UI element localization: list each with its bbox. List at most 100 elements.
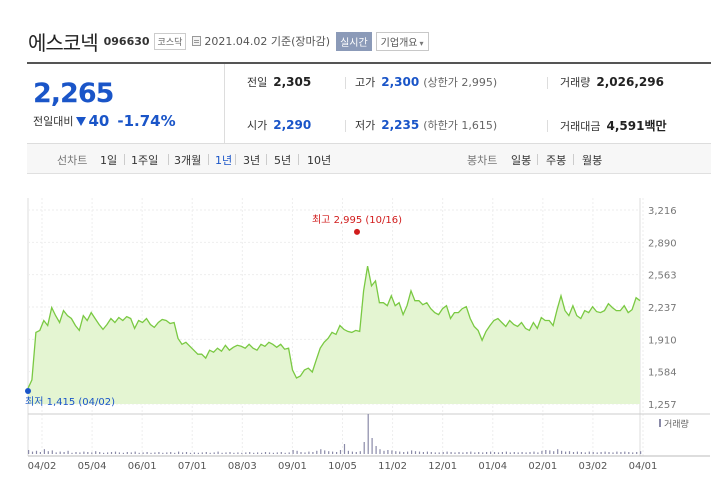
- tab-5y[interactable]: 5년: [274, 154, 292, 167]
- volume-bar: [107, 452, 109, 454]
- volume-bar: [142, 452, 144, 454]
- volume-bar: [422, 452, 424, 454]
- volume-bar: [213, 452, 215, 454]
- volume-bar: [304, 452, 306, 454]
- divider: [235, 154, 236, 165]
- volume-bar: [513, 452, 515, 454]
- down-arrow-icon: [76, 116, 87, 126]
- tab-1w[interactable]: 1주일: [131, 154, 159, 167]
- document-icon: [192, 36, 202, 46]
- volume-bar: [478, 452, 480, 454]
- volume-bar: [39, 452, 41, 454]
- prev-close: 전일 2,305: [247, 74, 311, 90]
- volume-bar: [146, 452, 148, 454]
- realtime-button[interactable]: 실시간: [336, 31, 372, 51]
- lower-limit: (하한가 1,615): [423, 119, 498, 132]
- volume-bar: [474, 452, 476, 454]
- volume-bar: [87, 452, 89, 454]
- volume-bar: [391, 450, 393, 454]
- high-label: 고가: [355, 76, 376, 89]
- volume-bar: [568, 451, 571, 454]
- volume-bar: [197, 452, 199, 454]
- price-change: 전일대비 40 -1.74%: [33, 112, 176, 130]
- company-info-dropdown[interactable]: 기업개요 ▾: [375, 31, 429, 51]
- tab-daily[interactable]: 일봉: [511, 154, 532, 167]
- volume-bar: [264, 452, 267, 454]
- volume-bar: [592, 452, 594, 454]
- tab-3m[interactable]: 3개월: [174, 154, 202, 167]
- volume-bar: [150, 452, 152, 454]
- amount-unit: 백만: [644, 119, 667, 133]
- volume-bar: [292, 450, 294, 454]
- volume-bar: [122, 452, 124, 454]
- tab-3y[interactable]: 3년: [243, 154, 261, 167]
- volume-bar: [493, 452, 496, 454]
- stock-header: 에스코넥 096630 코스닥 2021.04.02 기준(장마감) 실시간 기…: [28, 26, 429, 56]
- volume-bar: [426, 451, 428, 454]
- volume-bar: [442, 452, 444, 454]
- x-tick-label: 04/02: [28, 461, 57, 472]
- low-value: 2,235: [381, 118, 420, 132]
- volume-bar: [628, 452, 630, 454]
- low-label: 저가: [355, 119, 376, 132]
- divider: [547, 77, 548, 89]
- x-tick-label: 04/01: [629, 461, 658, 472]
- volume-bar: [549, 450, 551, 454]
- volume-bar: [328, 451, 330, 454]
- volume-bar: [178, 451, 180, 454]
- volume-bar: [438, 452, 440, 454]
- divider: [547, 120, 548, 132]
- tab-1y[interactable]: 1년: [215, 154, 233, 167]
- volume-bar: [245, 452, 247, 454]
- volume-bar: [28, 450, 30, 454]
- volume-bar: [257, 452, 259, 454]
- volume-legend-label: 거래량: [664, 418, 689, 430]
- volume-bar: [537, 452, 539, 454]
- volume-bar: [189, 452, 192, 454]
- volume-bar: [497, 452, 500, 454]
- y-tick-label: 1,584: [648, 368, 677, 379]
- volume-bar: [284, 452, 286, 454]
- volume-bar: [572, 452, 575, 454]
- y-tick-label: 2,237: [648, 303, 677, 314]
- volume-bar: [154, 452, 156, 454]
- volume-bar: [51, 450, 53, 454]
- volume-bar: [296, 450, 298, 454]
- volume-bar: [411, 450, 413, 454]
- volume-bar: [359, 451, 361, 454]
- y-tick-label: 1,257: [648, 400, 677, 411]
- max-point-marker: [354, 228, 360, 235]
- volume: 거래량 2,026,296: [560, 74, 664, 90]
- volume-bar: [584, 452, 586, 454]
- tab-weekly[interactable]: 주봉: [546, 154, 567, 167]
- price-area: [28, 266, 640, 404]
- line-chart-label: 선차트: [57, 154, 88, 167]
- volume-bar: [217, 451, 219, 454]
- diff-percent: -1.74%: [117, 112, 176, 130]
- volume-bar: [383, 450, 385, 454]
- volume-bar: [596, 452, 598, 454]
- volume-bar: [418, 451, 421, 454]
- volume-bar: [47, 451, 49, 454]
- divider: [298, 154, 299, 165]
- volume-bar: [446, 451, 448, 454]
- volume-bar: [162, 452, 164, 454]
- tab-1d[interactable]: 1일: [100, 154, 118, 167]
- x-tick-label: 02/01: [528, 461, 557, 472]
- volume-bar: [347, 450, 349, 454]
- min-annotation: 최저 1,415 (04/02): [25, 396, 115, 408]
- volume-bar: [636, 452, 638, 454]
- volume-bar: [395, 451, 397, 454]
- diff-label: 전일대비: [33, 115, 74, 128]
- volume-bar: [138, 452, 140, 454]
- prev-close-value: 2,305: [273, 75, 312, 89]
- tab-monthly[interactable]: 월봉: [582, 154, 603, 167]
- volume-bar: [182, 452, 184, 454]
- volume-bar: [541, 450, 543, 454]
- volume-bar: [174, 452, 176, 454]
- volume-bar: [280, 452, 282, 454]
- volume-bar: [557, 449, 559, 454]
- tab-10y[interactable]: 10년: [307, 154, 332, 167]
- volume-bar: [561, 450, 563, 454]
- chevron-down-icon: ▾: [419, 38, 424, 48]
